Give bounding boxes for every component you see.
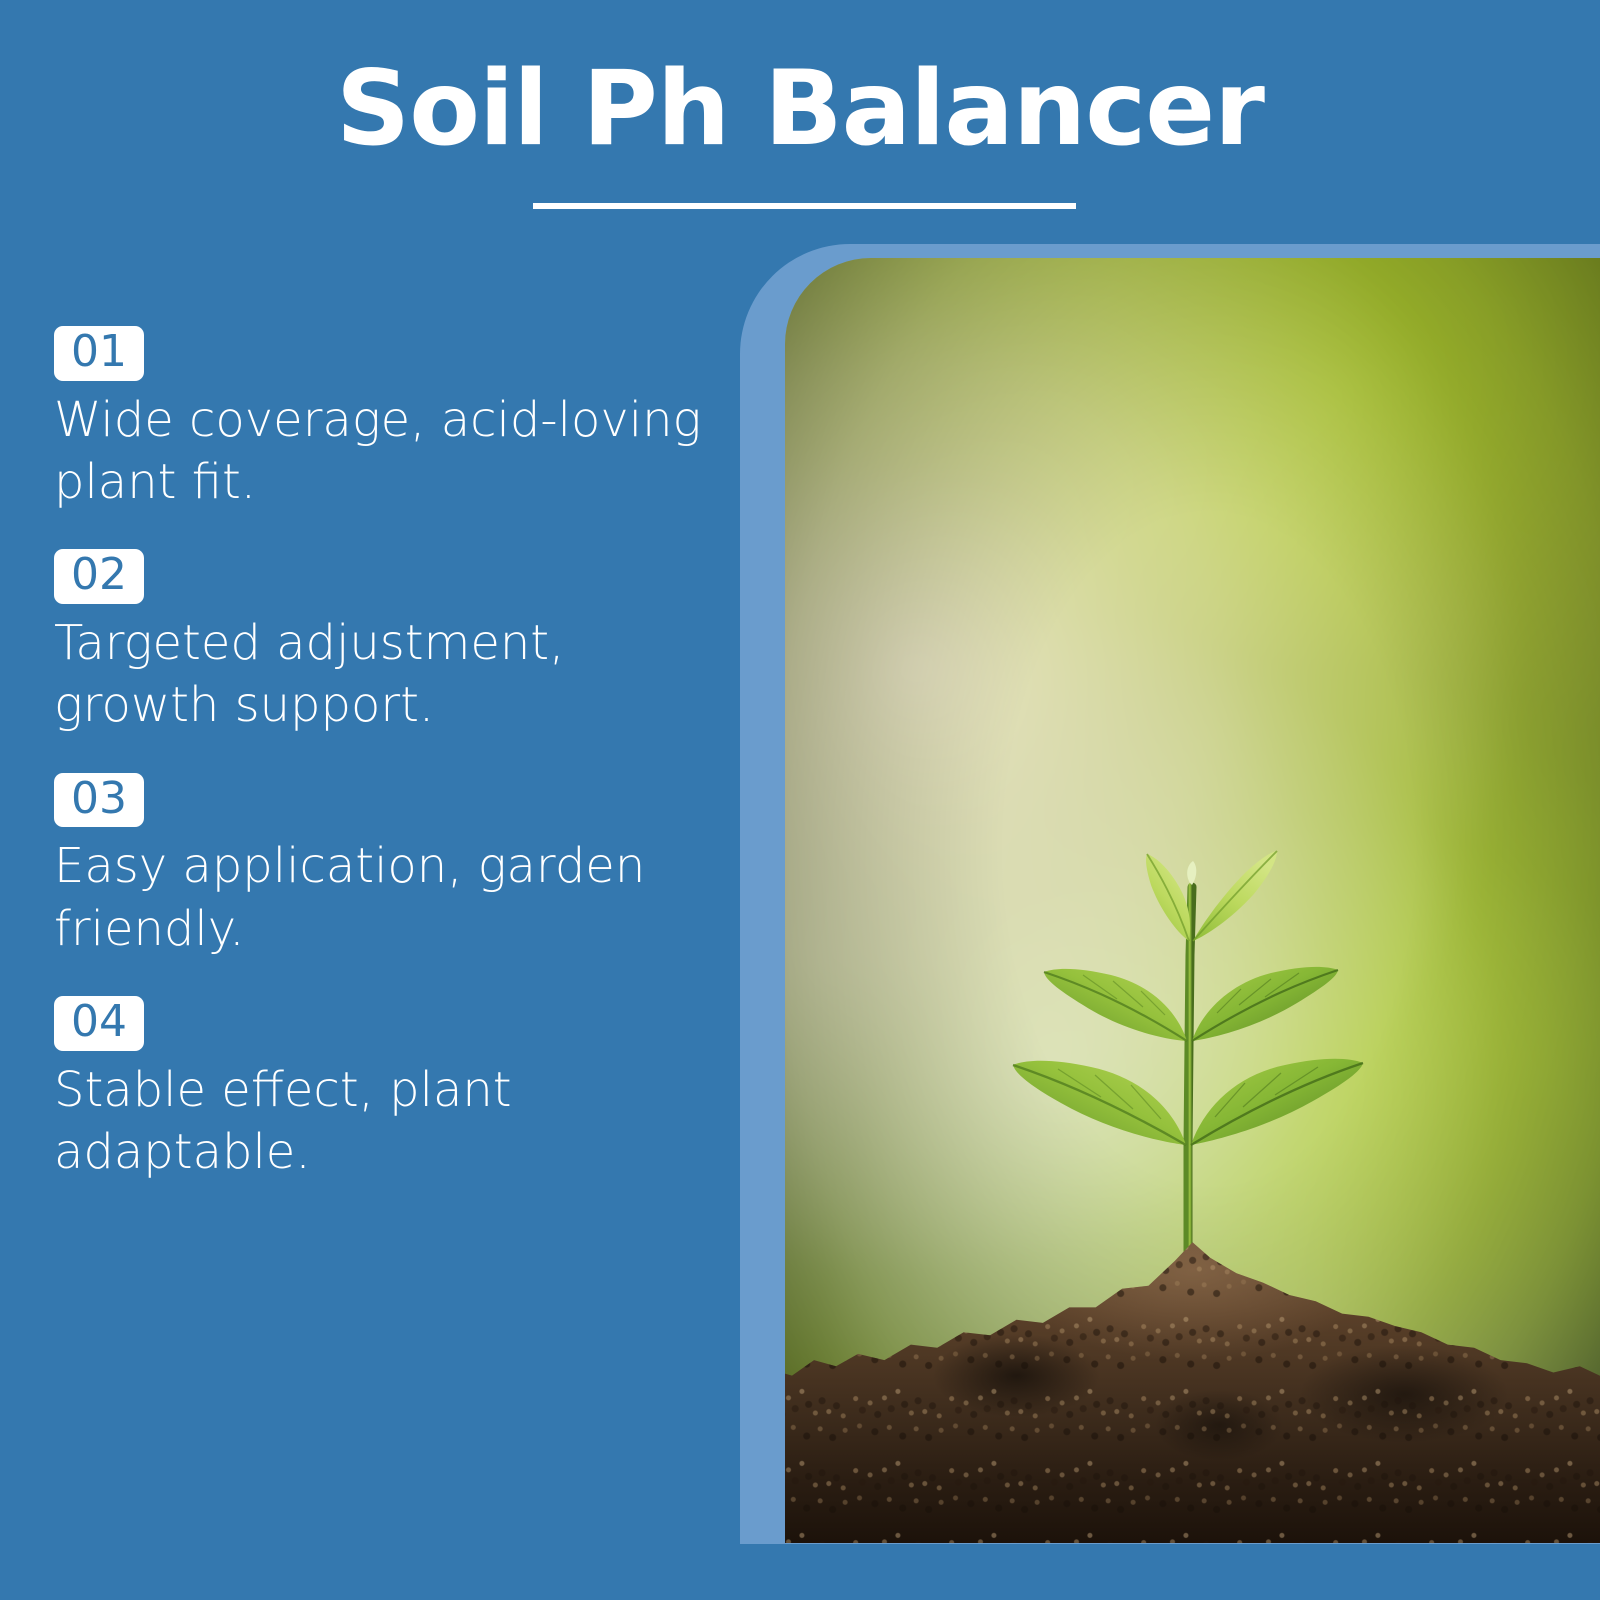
feature-list: 01 Wide coverage, acid-loving plant fit.… — [54, 326, 714, 1184]
leaf-middle-left — [1043, 968, 1187, 1041]
product-photo — [785, 258, 1600, 1543]
soil-texture — [785, 1242, 1600, 1543]
feature-number-badge-01: 01 — [54, 326, 144, 381]
leaf-middle-right — [1191, 966, 1338, 1041]
feature-item-04: 04 Stable effect, plant adaptable. — [54, 996, 714, 1183]
leaf-middle-right-vein — [1190, 968, 1338, 1042]
seedling-icon — [983, 845, 1403, 1275]
stem — [1183, 882, 1196, 1262]
leaf-middle-right-veinlets — [1216, 972, 1299, 1014]
page-title: Soil Ph Balancer — [336, 49, 1265, 169]
feature-text-02: Targeted adjustment, growth support. — [54, 615, 565, 734]
leaf-pair-top — [1145, 850, 1278, 942]
feature-text-03: Easy application, garden friendly. — [54, 838, 646, 957]
feature-text-04: Stable effect, plant adaptable. — [54, 1061, 512, 1181]
feature-number-badge-04: 04 — [54, 996, 144, 1051]
leaf-middle-left-vein — [1043, 970, 1188, 1042]
leaf-lower-right — [1190, 1058, 1363, 1145]
feature-item-01: 01 Wide coverage, acid-loving plant fit. — [54, 326, 714, 513]
leaf-lower-left-vein — [1012, 1063, 1187, 1147]
title-divider — [533, 203, 1076, 209]
feature-number-badge-02: 02 — [54, 549, 144, 605]
leaf-top-left-vein — [1145, 853, 1190, 942]
leaf-pair-middle — [1043, 966, 1338, 1042]
feature-number-badge-03: 03 — [54, 772, 144, 828]
header: Soil Ph Balancer — [0, 0, 1600, 250]
soil-mound-icon — [785, 1233, 1600, 1543]
feature-item-02: 02 Targeted adjustment, growth support. — [54, 549, 714, 736]
leaf-lower-right-vein — [1189, 1061, 1363, 1147]
feature-item-03: 03 Easy application, garden friendly. — [54, 772, 714, 960]
leaf-middle-left-veinlets — [1082, 974, 1165, 1016]
seedling-svg — [1012, 850, 1363, 1262]
leaf-pair-lower — [1012, 1058, 1363, 1147]
leaf-top-right-vein — [1191, 850, 1278, 942]
feature-text-01: Wide coverage, acid-loving plant fit. — [54, 391, 702, 511]
leaf-top-left — [1145, 854, 1190, 941]
apical-bud — [1186, 861, 1196, 885]
leaf-lower-right-veinlets — [1214, 1066, 1318, 1118]
leaf-lower-left-veinlets — [1057, 1068, 1161, 1120]
